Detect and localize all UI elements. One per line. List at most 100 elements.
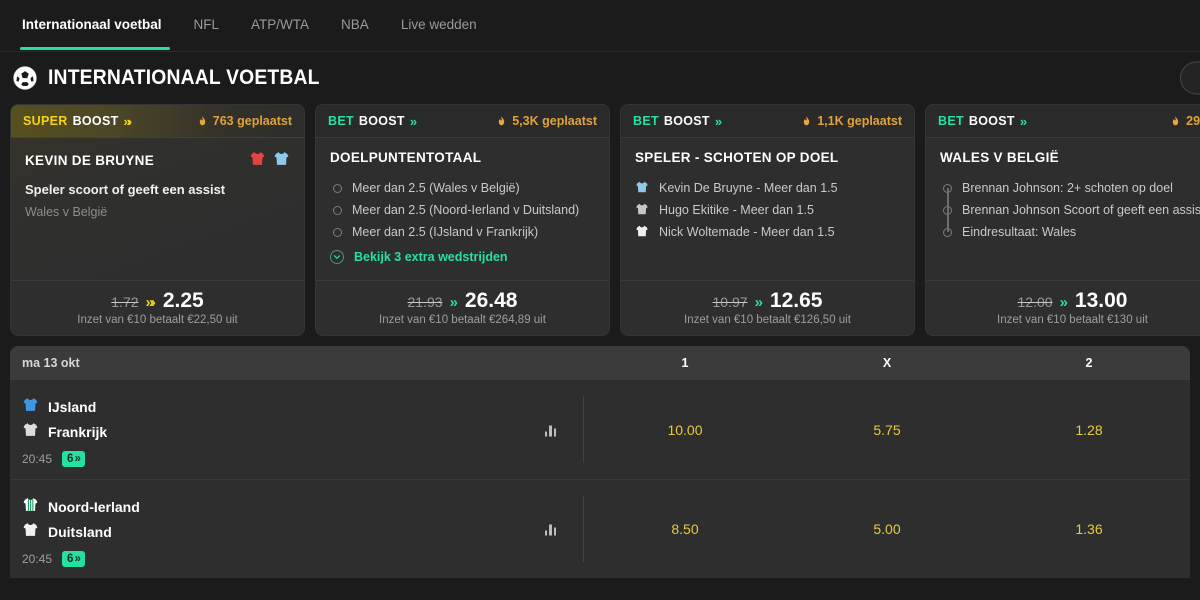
nav-tab-2[interactable]: ATP/WTA xyxy=(251,17,310,32)
bet-leg-label: Meer dan 2.5 (Wales v België) xyxy=(352,181,520,195)
kickoff-time: 20:45 xyxy=(22,452,53,466)
odds-row: 1.72 »› 2.25 xyxy=(21,289,294,313)
placed-count-label: 1,1K geplaatst xyxy=(817,114,902,128)
odds-button[interactable]: 1.36 xyxy=(988,480,1190,578)
odds-button[interactable]: 1.28 xyxy=(988,380,1190,479)
market-count-badge[interactable]: 6» xyxy=(62,551,86,567)
boost-badge-word2: BOOST xyxy=(663,114,710,128)
odds-value: 1.36 xyxy=(1075,521,1103,537)
old-odds: 1.72 xyxy=(111,294,139,310)
boost-badge: BET BOOST » xyxy=(938,114,1027,129)
jersey-icon xyxy=(273,150,290,170)
nav-tab-4[interactable]: Live wedden xyxy=(400,17,477,32)
card-footer[interactable]: 1.72 »› 2.25 Inzet van €10 betaalt €22,50 u… xyxy=(11,280,304,335)
bet-leg-list: Kevin De Bruyne - Meer dan 1.5 Hugo Ekiti… xyxy=(635,177,900,243)
chevron-right-icon: » xyxy=(74,553,80,565)
jersey-icon xyxy=(22,496,39,518)
bet-leg-label: Nick Woltemade - Meer dan 1.5 xyxy=(659,225,835,239)
stats-icon[interactable] xyxy=(544,423,556,436)
bet-leg-label: Eindresultaat: Wales xyxy=(962,225,1077,239)
nav-tab-3[interactable]: NBA xyxy=(341,17,369,32)
bet-leg: Meer dan 2.5 (IJsland v Frankrijk) xyxy=(330,221,595,243)
bet-leg-list: Meer dan 2.5 (Wales v België) Meer dan 2.… xyxy=(330,177,595,243)
market-count: 6 xyxy=(67,453,74,465)
stats-icon[interactable] xyxy=(544,523,556,536)
more-button[interactable]: Me xyxy=(1179,61,1200,95)
boost-card-strip: SUPER BOOST »› 763 geplaatst KEVIN DE BRUYNE… xyxy=(0,104,1200,336)
flame-icon xyxy=(196,114,208,128)
boost-badge-word1: SUPER xyxy=(23,114,68,128)
boost-badge-word2: BOOST xyxy=(968,114,1015,128)
placed-count-label: 763 geplaatst xyxy=(212,114,292,128)
column-header-2: 2 xyxy=(1085,356,1093,370)
card-title: KEVIN DE BRUYNE xyxy=(25,152,155,168)
odds-value: 5.75 xyxy=(873,421,901,438)
bet-leg: Meer dan 2.5 (Noord-Ierland v Duitsland) xyxy=(330,199,595,221)
market-count-badge[interactable]: 6» xyxy=(62,451,86,467)
placed-count: 763 geplaatst xyxy=(196,114,292,128)
bet-leg: Kevin De Bruyne - Meer dan 1.5 xyxy=(635,177,900,199)
bullet-icon xyxy=(333,205,342,215)
flame-icon xyxy=(1169,114,1181,128)
jersey-icon xyxy=(635,224,649,241)
placed-count: 1,1K geplaatst xyxy=(800,114,902,128)
bullet-icon xyxy=(943,183,952,193)
page-title: INTERNATIONAAL VOETBAL xyxy=(48,66,320,89)
home-team-name: Noord-Ierland xyxy=(48,498,140,515)
boost-card-0[interactable]: SUPER BOOST »› 763 geplaatst KEVIN DE BRUYNE… xyxy=(10,104,305,336)
bet-leg-label: Meer dan 2.5 (Noord-Ierland v Duitsland) xyxy=(352,203,580,217)
odds-button[interactable]: 10.00 xyxy=(584,380,786,479)
boosted-odds: 12.65 xyxy=(769,289,823,312)
top-navigation: Internationaal voetbal NFL ATP/WTA NBA Live … xyxy=(0,0,1200,52)
nav-tab-list: Internationaal voetbal NFL ATP/WTA NBA Live … xyxy=(10,0,493,50)
card-match-label: Wales v België xyxy=(25,205,108,219)
card-body: KEVIN DE BRUYNE Speler scoort of geeft ee… xyxy=(11,138,304,280)
nav-tab-0[interactable]: Internationaal voetbal xyxy=(10,0,178,50)
double-chevron-icon: » xyxy=(409,113,417,129)
placed-count-label: 291 xyxy=(1186,114,1200,128)
match-table: ma 13 okt 1 X 2 IJsland Frankrijk 20:45 6» 1… xyxy=(10,346,1190,578)
match-info[interactable]: IJsland Frankrijk 20:45 6» xyxy=(10,380,584,479)
soccer-ball-icon xyxy=(12,65,38,91)
odds-button[interactable]: 5.00 xyxy=(786,480,988,578)
bet-leg: Meer dan 2.5 (Wales v België) xyxy=(330,177,595,199)
double-chevron-icon: »› xyxy=(123,113,132,129)
boost-card-2[interactable]: BET BOOST » 1,1K geplaatst SPELER - SCHOTEN … xyxy=(620,104,915,336)
odds-button[interactable]: 5.75 xyxy=(786,380,988,479)
odds-button[interactable]: 8.50 xyxy=(584,480,786,578)
odds-value: 1.28 xyxy=(1075,421,1103,438)
card-title-row: KEVIN DE BRUYNE xyxy=(25,150,290,170)
chevron-down-icon xyxy=(330,250,344,264)
card-subtitle: Speler scoort of geeft een assist xyxy=(25,182,226,197)
boost-arrow-icon: » xyxy=(1059,294,1068,311)
away-team-name: Duitsland xyxy=(48,523,112,540)
row-divider xyxy=(583,396,584,463)
boosted-odds: 2.25 xyxy=(162,289,204,312)
match-info[interactable]: Noord-Ierland Duitsland 20:45 6» xyxy=(10,480,584,578)
payout-text: Inzet van €10 betaalt €126,50 uit xyxy=(684,314,851,326)
expand-label: Bekijk 3 extra wedstrijden xyxy=(354,250,508,264)
old-odds: 21.93 xyxy=(407,294,443,310)
jersey-icon xyxy=(22,421,39,443)
bullet-icon xyxy=(943,227,952,237)
boost-card-1[interactable]: BET BOOST » 5,3K geplaatst DOELPUNTENTOTAAL M… xyxy=(315,104,610,336)
payout-text: Inzet van €10 betaalt €22,50 uit xyxy=(77,314,238,326)
expand-extra-matches-button[interactable]: Bekijk 3 extra wedstrijden xyxy=(330,245,595,269)
placed-count: 291 xyxy=(1169,114,1200,128)
odds-row: 12.00 » 13.00 xyxy=(936,289,1200,313)
away-team: Duitsland xyxy=(22,519,584,544)
card-body: SPELER - SCHOTEN OP DOEL Kevin De Bruyne … xyxy=(621,138,914,280)
card-footer[interactable]: 12.00 » 13.00 Inzet van €10 betaalt €130 ui… xyxy=(926,280,1200,335)
jersey-icon xyxy=(249,150,266,170)
bet-leg-label: Hugo Ekitike - Meer dan 1.5 xyxy=(659,203,814,217)
boost-card-3[interactable]: BET BOOST » 291 WALES V BELGIË Brennan Johnso… xyxy=(925,104,1200,336)
match-row[interactable]: Noord-Ierland Duitsland 20:45 6» 8.50 5.00 1.3… xyxy=(10,479,1190,578)
boost-badge: SUPER BOOST »› xyxy=(23,114,132,129)
nav-tab-1[interactable]: NFL xyxy=(193,17,220,32)
match-meta: 20:45 6» xyxy=(22,551,584,567)
match-row[interactable]: IJsland Frankrijk 20:45 6» 10.00 5.75 1.28 xyxy=(10,380,1190,479)
card-footer[interactable]: 21.93 » 26.48 Inzet van €10 betaalt €264,89… xyxy=(316,280,609,335)
chevron-right-icon: » xyxy=(74,453,80,465)
card-footer[interactable]: 10.97 » 12.65 Inzet van €10 betaalt €126,50… xyxy=(621,280,914,335)
away-team-name: Frankrijk xyxy=(48,423,108,440)
